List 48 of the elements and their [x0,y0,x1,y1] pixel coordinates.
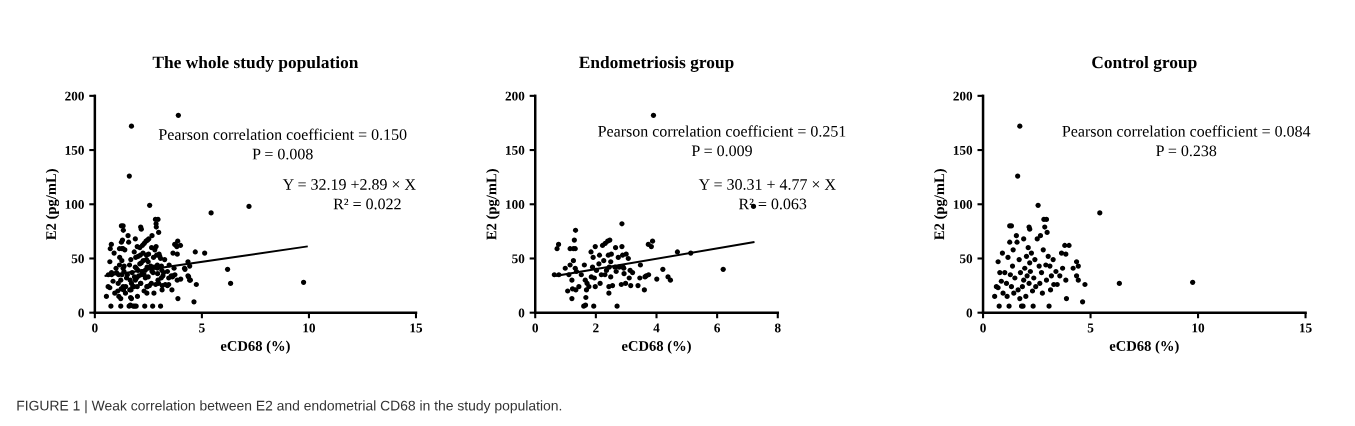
x-tick-label: 6 [714,323,721,333]
y-tick-label: 150 [953,145,973,155]
annotation: P = 0.008 [252,148,313,160]
annotation: R² = 0.022 [333,198,401,210]
y-tick-label: 200 [505,91,525,101]
y-tick-label: 50 [959,254,973,264]
x-tick-label: 0 [92,323,98,333]
y-tick-label: 100 [506,200,525,209]
chart-title: Control group [1092,56,1197,72]
annotation: Pearson correlation coefficient = 0.084 [1062,125,1311,137]
x-axis-title: eCD68 (%) [621,340,691,354]
y-axis-title: E2 (pg/mL) [45,169,60,240]
x-tick-label: 15 [410,323,423,333]
x-axis-title: eCD68 (%) [1109,340,1179,354]
y-tick-label: 0 [78,308,84,318]
x-tick-label: 5 [199,323,205,333]
x-tick-label: 2 [593,323,599,333]
y-tick-label: 100 [65,200,84,209]
y-tick-label: 50 [71,254,84,264]
x-tick-label: 15 [1300,323,1312,333]
annotation: Y = 30.31 + 4.77 × X [698,179,836,190]
x-tick-label: 4 [653,323,660,333]
y-tick-label: 150 [65,145,84,155]
y-tick-label: 50 [512,254,525,264]
x-tick-label: 10 [303,323,316,333]
y-tick-label: 150 [506,145,525,155]
caption: FIGURE 1 | Weak correlation between E2 and endometrial CD68 in the study population. [17,400,562,414]
y-tick-label: 0 [966,308,973,318]
y-tick-label: 0 [518,308,525,318]
y-axis-title: E2 (pg/mL) [933,169,948,240]
x-axis-title: eCD68 (%) [220,340,290,354]
chart-title: Endometriosis group [579,56,734,72]
y-tick-label: 100 [953,200,973,209]
annotation: R² = 0.063 [738,198,807,210]
x-tick-label: 0 [980,323,986,333]
x-tick-label: 10 [1192,323,1205,333]
annotation: P = 0.009 [691,145,752,157]
y-tick-label: 200 [953,91,973,101]
annotation: Pearson correlation coefficient = 0.251 [598,125,846,137]
x-tick-label: 5 [1087,323,1094,333]
x-tick-label: 0 [532,323,539,333]
y-tick-label: 200 [65,91,84,101]
chart-title: The whole study population [152,56,359,72]
annotation: P = 0.238 [1156,145,1217,157]
x-tick-label: 8 [774,323,781,333]
y-axis-title: E2 (pg/mL) [486,169,500,240]
annotation: Pearson correlation coefficient = 0.150 [158,128,407,141]
annotation: Y = 32.19 +2.89 × X [282,179,416,190]
